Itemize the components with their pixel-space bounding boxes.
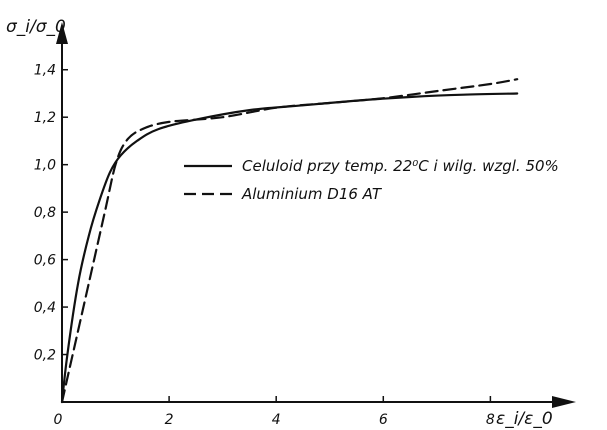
x-tick-label: 8 [486,412,495,428]
y-axis-arrow-icon [56,22,68,44]
legend-label: Aluminium D16 AT [241,185,383,203]
series-line-aluminium [60,78,519,404]
x-tick-label: 0 [54,412,63,428]
x-axis-title: ε_i/ε_0 [496,409,553,429]
y-tick-label: 0,4 [34,300,56,316]
x-tick-label: 2 [165,412,174,428]
x-axis-arrow-icon [552,396,576,408]
y-axis-title: σ_i/σ_0 [6,17,66,37]
series-line-celuloid [60,92,519,404]
legend: Celuloid przy temp. 22⁰C i wilg. wzgl. 5… [184,157,559,203]
legend-label: Celuloid przy temp. 22⁰C i wilg. wzgl. 5… [242,157,559,175]
x-tick-label: 4 [272,412,281,428]
y-tick-label: 1,4 [34,63,56,79]
y-tick-label: 0,6 [34,253,56,269]
axes [56,22,576,408]
y-tick-label: 0,2 [34,348,56,364]
y-tick-label: 1,0 [34,158,56,174]
series [60,78,519,404]
y-tick-label: 0,8 [34,205,56,221]
ticks: 0,2 0,4 0,6 0,8 1,0 1,2 1,4 0 2 4 6 8 [34,63,495,428]
x-tick-label: 6 [379,412,388,428]
y-tick-label: 1,2 [34,110,56,126]
